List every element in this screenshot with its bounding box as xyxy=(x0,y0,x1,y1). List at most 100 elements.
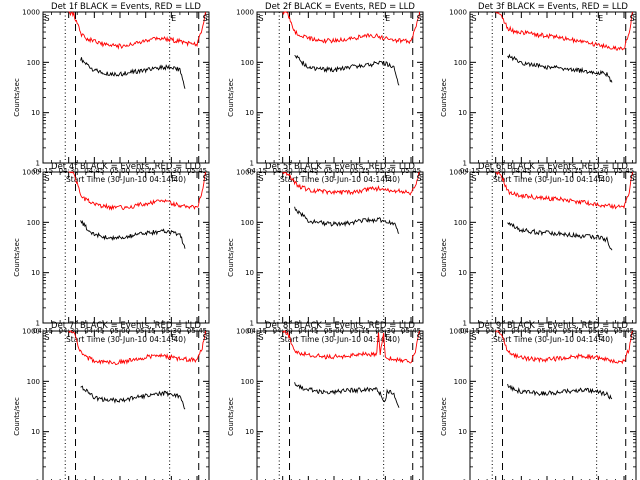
time-marker-label: S xyxy=(258,14,263,23)
detector-panel: Det 9f BLACK = Events, RED = LLD 1 10 100 10… xyxy=(440,321,637,480)
panel-title: Det 8f BLACK = Events, RED = LLD xyxy=(265,321,415,331)
y-axis-label: Counts/sec xyxy=(227,397,235,436)
y-tick-label: 1000 xyxy=(449,9,467,17)
series-line-lld xyxy=(68,171,207,211)
y-axis-label: Counts/sec xyxy=(227,78,235,117)
y-tick-label: 100 xyxy=(27,219,40,227)
y-tick-label: 10 xyxy=(458,269,467,277)
x-tick-label: 04:30 xyxy=(486,167,506,175)
time-marker-label: E xyxy=(171,333,176,342)
time-marker-label: S xyxy=(258,174,263,183)
y-tick-label: 1 xyxy=(463,479,467,480)
y-tick-label: 100 xyxy=(27,59,40,67)
series-line-events xyxy=(507,53,613,83)
y-axis-label: Counts/sec xyxy=(440,78,448,117)
time-marker-label: S xyxy=(44,174,49,183)
series-line-events xyxy=(294,382,400,408)
y-tick-label: 10 xyxy=(31,428,40,436)
plot-frame xyxy=(42,171,210,324)
x-tick-label: 05:45 xyxy=(187,167,207,175)
panel-title: Det 6f BLACK = Events, RED = LLD xyxy=(478,162,628,172)
y-tick-label: 100 xyxy=(241,59,254,67)
panel-title: Det 4f BLACK = Events, RED = LLD xyxy=(51,162,201,172)
x-tick-label: 04:15 xyxy=(247,167,267,175)
time-marker-label: S xyxy=(258,333,263,342)
time-marker-label: S xyxy=(202,174,207,183)
y-axis-label: Counts/sec xyxy=(227,238,235,277)
y-tick-label: 10 xyxy=(245,269,254,277)
series-line-lld xyxy=(68,11,207,50)
panel-title: Det 2f BLACK = Events, RED = LLD xyxy=(265,2,415,12)
series-line-events xyxy=(507,383,613,400)
y-axis-label: Counts/sec xyxy=(440,397,448,436)
x-tick-label: 04:45 xyxy=(84,167,104,175)
x-tick-label: 05:30 xyxy=(161,167,181,175)
y-tick-label: 1 xyxy=(36,320,40,328)
y-tick-label: 1 xyxy=(36,160,40,168)
detector-panel: Det 4f BLACK = Events, RED = LLD11010010… xyxy=(13,162,210,344)
series-line-events xyxy=(294,54,400,86)
series-line-events xyxy=(507,221,613,251)
y-tick-label: 1 xyxy=(250,320,254,328)
x-tick-label: 05:45 xyxy=(401,167,421,175)
x-tick-label: 05:00 xyxy=(537,167,557,175)
panel-title: Det 3f BLACK = Events, RED = LLD xyxy=(478,2,628,12)
x-tick-label: 05:15 xyxy=(563,167,583,175)
y-tick-label: 100 xyxy=(241,378,254,386)
x-axis-label: Start Time (30-Jun-10 04:14:40) xyxy=(280,335,400,344)
x-axis-label: Start Time (30-Jun-10 04:14:40) xyxy=(493,175,613,184)
y-tick-label: 1 xyxy=(463,160,467,168)
y-tick-label: 100 xyxy=(241,219,254,227)
x-tick-label: 04:15 xyxy=(460,167,480,175)
series-line-lld xyxy=(282,171,420,196)
panel-title: Det 9f BLACK = Events, RED = LLD xyxy=(478,321,628,331)
y-tick-label: 100 xyxy=(454,378,467,386)
plot-frame xyxy=(256,330,424,480)
detector-panel: Det 6f BLACK = Events, RED = LLD11010010… xyxy=(440,162,637,344)
plot-frame xyxy=(256,171,424,324)
panel-title: Det 1f BLACK = Events, RED = LLD xyxy=(51,2,201,12)
x-tick-label: 04:45 xyxy=(511,167,531,175)
time-marker-label: S xyxy=(416,333,421,342)
time-marker-label: S xyxy=(416,174,421,183)
time-marker-label: E xyxy=(598,174,603,183)
x-tick-label: 05:30 xyxy=(375,167,395,175)
time-marker-label: S xyxy=(416,14,421,23)
series-line-lld xyxy=(495,170,634,210)
x-tick-label: 04:30 xyxy=(59,167,79,175)
y-axis-label: Counts/sec xyxy=(13,397,21,436)
series-line-lld xyxy=(282,11,421,45)
detector-panel: Det 8f BLACK = Events, RED = LLD 1 10 100 10… xyxy=(227,321,424,480)
series-line-lld xyxy=(68,330,207,366)
x-tick-label: 04:45 xyxy=(298,167,318,175)
x-tick-label: 05:45 xyxy=(614,167,634,175)
x-tick-label: 05:00 xyxy=(110,167,130,175)
detector-panel: Det 1f BLACK = Events, RED = LLD 1 10 100 10… xyxy=(13,2,210,184)
time-marker-label: S xyxy=(629,333,634,342)
x-tick-label: 04:30 xyxy=(273,167,293,175)
y-tick-label: 1000 xyxy=(236,9,254,17)
y-axis-label: Counts/sec xyxy=(13,78,21,117)
plot-frame xyxy=(469,171,637,324)
time-marker-label: E xyxy=(385,14,390,23)
series-line-events xyxy=(80,385,186,410)
time-marker-label: E xyxy=(385,174,390,183)
x-tick-label: 05:15 xyxy=(350,167,370,175)
time-marker-label: S xyxy=(44,333,49,342)
y-tick-label: 100 xyxy=(454,59,467,67)
time-marker-label: S xyxy=(202,333,207,342)
time-marker-label: E xyxy=(171,174,176,183)
time-marker-label: S xyxy=(471,14,476,23)
y-tick-label: 100 xyxy=(27,378,40,386)
time-marker-label: S xyxy=(629,14,634,23)
detector-panel: Det 2f BLACK = Events, RED = LLD 1 10 100 10… xyxy=(227,2,424,184)
time-marker-label: S xyxy=(202,14,207,23)
x-tick-label: 05:00 xyxy=(324,167,344,175)
x-tick-label: 05:30 xyxy=(588,167,608,175)
y-tick-label: 1000 xyxy=(236,169,254,177)
time-marker-label: S xyxy=(471,333,476,342)
y-tick-label: 1 xyxy=(250,160,254,168)
x-axis-label: Start Time (30-Jun-10 04:14:40) xyxy=(280,175,400,184)
y-tick-label: 1000 xyxy=(449,169,467,177)
